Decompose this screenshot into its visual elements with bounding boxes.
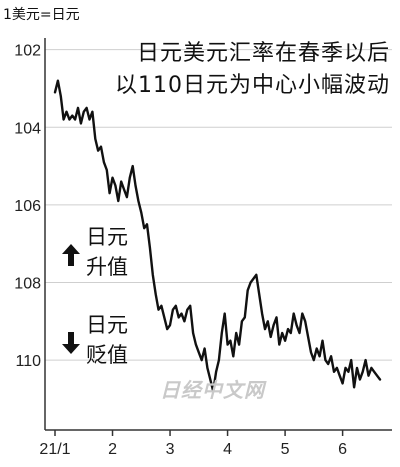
- x-tick-label: 6: [338, 441, 347, 458]
- chart-headline: 日元美元汇率在春季以后 以110日元为中心小幅波动: [60, 38, 390, 102]
- legend-down-line-1: 日元: [86, 313, 128, 337]
- axes: [44, 38, 392, 436]
- legend-yen-appreciation: 日元 升值: [62, 222, 128, 282]
- y-tick-label: 108: [14, 276, 41, 293]
- headline-line-1: 日元美元汇率在春季以后: [136, 41, 390, 66]
- watermark: 日经中文网: [160, 378, 265, 402]
- legend-up-line-2: 升值: [86, 255, 128, 279]
- series-line-0: [53, 79, 382, 393]
- tick-labels: 102 104 106 108 110 21/1 2 3 4 5 6: [14, 43, 347, 458]
- legend-up-line-1: 日元: [86, 225, 128, 249]
- y-tick-label: 102: [14, 43, 41, 60]
- headline-line-2: 以110日元为中心小幅波动: [115, 73, 390, 98]
- x-tick-label: 3: [166, 441, 175, 458]
- legend-down-line-2: 贬值: [86, 343, 128, 367]
- y-tick-label: 104: [14, 120, 41, 137]
- y-axis-unit-label: 1美元=日元: [3, 7, 80, 23]
- series-layer: [53, 79, 382, 393]
- y-tick-label: 110: [15, 353, 41, 370]
- x-tick-label: 5: [281, 441, 290, 458]
- up-arrow-icon: [62, 244, 80, 266]
- x-tick-label: 2: [108, 441, 117, 458]
- y-tick-label: 106: [14, 198, 41, 215]
- down-arrow-icon: [62, 332, 80, 354]
- x-tick-label: 21/1: [39, 441, 70, 458]
- x-tick-label: 4: [223, 441, 232, 458]
- legend-yen-depreciation: 日元 贬值: [62, 310, 128, 370]
